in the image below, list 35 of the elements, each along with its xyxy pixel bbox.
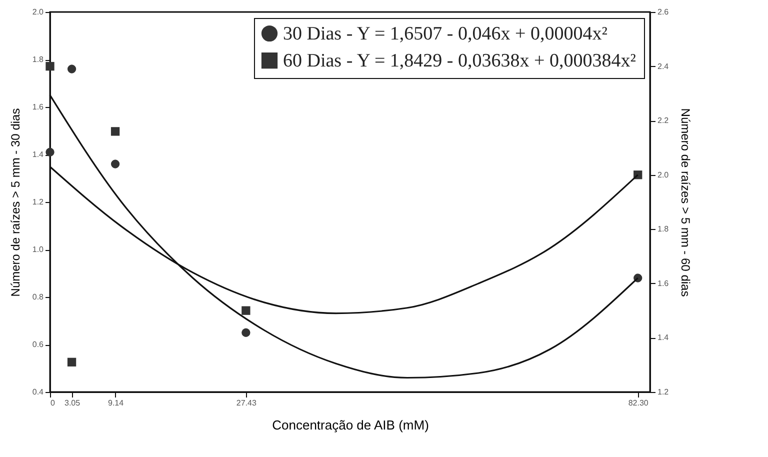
- y-axis-title: Número de raízes > 5 mm - 30 dias: [8, 108, 22, 297]
- y-tick-label: 0.4: [32, 388, 44, 396]
- y2-tick-label: 1.8: [658, 224, 670, 234]
- y-tick-label: 1.8: [32, 55, 44, 64]
- point: [67, 358, 76, 366]
- point: [110, 160, 120, 168]
- y2-tick-label: 1.6: [658, 278, 670, 288]
- x-axis-title: Concentração de AIB (mM): [272, 418, 429, 432]
- y-tick-label: 0.6: [32, 340, 44, 349]
- y2-tick-label: 1.4: [658, 333, 670, 342]
- y2-tick-label: 2.6: [658, 8, 670, 16]
- y-tick-label: 0.8: [32, 292, 44, 302]
- y2-tick-label: 2.4: [658, 62, 670, 71]
- point: [67, 64, 76, 74]
- x-tick-label: 27.43: [236, 398, 257, 408]
- x-tick-label: 3.05: [64, 398, 81, 408]
- point: [242, 306, 250, 315]
- legend-label: 60 Dias - Y = 1,8429 - 0,03638x + 0,000384x²: [283, 50, 636, 72]
- y-tick-label: 1.2: [32, 198, 44, 206]
- y2-tick-label: 2.2: [658, 116, 670, 126]
- y-tick-label: 1.0: [32, 245, 44, 254]
- y2-axis-title: Número de raízes > 5 mm - 60 dias: [678, 108, 693, 297]
- point: [46, 148, 54, 156]
- x-tick-label: 0: [50, 398, 56, 408]
- y2-tick-label: 2.0: [658, 170, 670, 180]
- x-tick-label: 82.30: [628, 398, 649, 408]
- y-tick-label: 1.6: [32, 102, 44, 112]
- point: [242, 328, 250, 337]
- point: [46, 62, 54, 71]
- legend-label: 30 Dias - Y = 1,6507 - 0,046x + 0,00004x²: [283, 24, 608, 44]
- point: [110, 127, 120, 136]
- x-tick-label: 9.14: [108, 398, 124, 408]
- y-tick-label: 2.0: [32, 8, 44, 16]
- y-tick-label: 1.4: [32, 150, 44, 159]
- y2-tick-label: 1.2: [658, 388, 670, 396]
